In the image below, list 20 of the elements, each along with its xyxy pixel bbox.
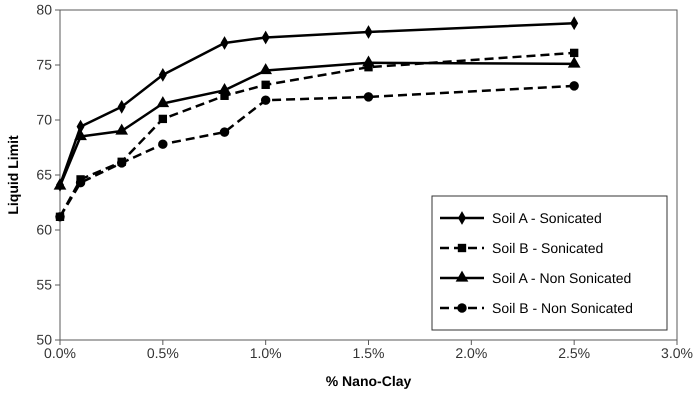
y-tick-label: 75 — [36, 56, 52, 72]
y-tick-label: 50 — [36, 331, 52, 348]
legend-label: Soil B - Sonicated — [492, 240, 604, 256]
legend-label: Soil A - Sonicated — [492, 210, 602, 226]
legend-label: Soil A - Non Sonicated — [492, 270, 632, 286]
y-tick-label: 70 — [36, 111, 52, 128]
y-tick-label: 65 — [36, 166, 52, 182]
x-tick-label: 1.5% — [352, 344, 384, 361]
x-tick-label: 3.0% — [661, 344, 693, 361]
x-axis-title: % Nano-Clay — [326, 373, 412, 389]
x-tick-label: 2.5% — [558, 344, 590, 361]
y-tick-label: 80 — [36, 1, 52, 18]
x-tick-label: 0.5% — [146, 344, 179, 361]
x-tick-label: 2.0% — [455, 344, 488, 361]
y-tick-label: 55 — [36, 276, 52, 292]
legend-label: Soil B - Non Sonicated — [492, 300, 633, 316]
x-tick-label: 1.0% — [250, 344, 282, 361]
y-tick-label: 60 — [36, 221, 52, 238]
y-axis-title: Liquid Limit — [5, 135, 21, 215]
x-tick-label: 0.0% — [44, 344, 76, 361]
